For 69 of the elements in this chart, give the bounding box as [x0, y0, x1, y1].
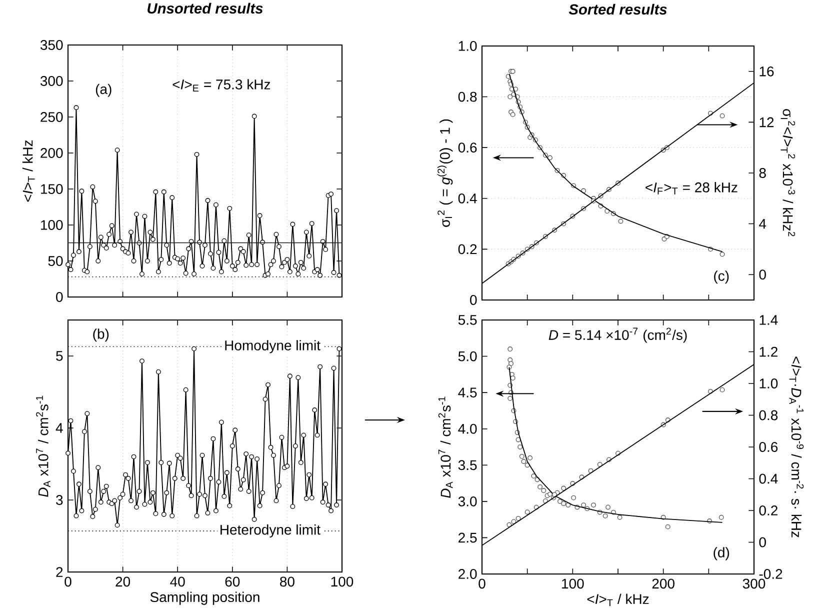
y-tick-label: 5.0 — [458, 351, 477, 362]
y-tick-label: 3.0 — [458, 496, 477, 506]
x-tick-label: 100 — [331, 576, 354, 587]
chart-title: Unsorted results — [148, 2, 263, 14]
text: σ$_{I}$$^{2}$<I>$_{T}$$^{2}$ x10$^{-3}$ / kHz$^{2}$ — [780, 109, 796, 236]
y2-tick-label: 0.2 — [759, 506, 778, 516]
y-tick-label: 2 — [56, 567, 63, 577]
y2-tick-label: 0 — [759, 537, 766, 548]
y-tick-label: 0.8 — [458, 92, 477, 102]
y-tick-label: 0 — [56, 292, 63, 302]
y-tick-label: 3.5 — [458, 460, 477, 470]
x-tick-label: 100 — [562, 578, 584, 589]
y2-tick-label: 16 — [760, 66, 774, 76]
text: <I>$_{T}$·D$_{A}$$^{-1}$ x10$^{-9}$ / cm$^{-2}$· s· kHz — [789, 356, 804, 538]
y2-tick-label: 0.6 — [759, 442, 778, 452]
y2-tick-label: 12 — [760, 117, 774, 128]
y2-tick-label: 8 — [759, 168, 766, 178]
y-tick-label: 3 — [56, 495, 63, 505]
y2-tick-label: 0 — [759, 270, 766, 280]
y-axis-title: D$_{A}$ x10$^{7}$ / cm$^{2}$s$^{-1}$ — [438, 396, 453, 498]
x-tick-label: 0 — [64, 576, 72, 587]
y-tick-label: 0.6 — [458, 142, 477, 153]
y2-tick-label: 4 — [759, 218, 766, 229]
y-tick-label: 0.4 — [458, 193, 477, 204]
y2-tick-label: 1.4 — [760, 315, 778, 325]
ref-line-label: Homodyne limit — [225, 340, 320, 354]
annotation: <I$_{F}$>$_{T}$ = 28 kHz — [646, 182, 738, 194]
y2-tick-label: 0.4 — [759, 474, 778, 484]
x-tick-label: 20 — [116, 576, 130, 587]
x-tick-label: 300 — [742, 578, 766, 589]
annotation: D = 5.14 ×10$^{-7}$ (cm$^{2}$/s) — [548, 328, 687, 343]
x-axis-title: Sampling position — [150, 592, 260, 605]
annotation: (a) — [96, 84, 112, 97]
y-tick-label: 50 — [48, 256, 63, 266]
y-tick-label: 4.0 — [458, 424, 477, 434]
y-tick-label: 0.2 — [458, 244, 477, 254]
y-axis-title: σ$_{I}$$^{2}$ ( = g$^{(2)}$(0) - 1 ) — [437, 119, 453, 227]
annotation: <I>$_{E}$ = 75.3 kHz — [172, 79, 270, 92]
y2-tick-label: 0.8 — [759, 410, 778, 420]
y-tick-label: 2.5 — [458, 532, 477, 543]
annotation: (b) — [93, 328, 109, 342]
x-tick-label: 0 — [478, 578, 486, 589]
annotation: (d) — [714, 547, 730, 560]
y-tick-label: 5 — [56, 351, 63, 361]
y-tick-label: 250 — [40, 112, 63, 122]
y-axis-title: <I>$_{T}$ / kHz — [22, 140, 35, 202]
y-axis-title: D$_{A}$ x10$^{7}$ / cm$^{2}$s$^{-1}$ — [36, 396, 50, 497]
y-tick-label: 0 — [470, 295, 477, 305]
y-tick-label: 100 — [41, 220, 63, 230]
y2-tick-label: 1.0 — [760, 378, 778, 388]
y2-tick-label: -0.2 — [759, 569, 782, 579]
x-tick-label: 200 — [652, 578, 674, 589]
y-tick-label: 300 — [40, 76, 63, 86]
y-tick-label: 1.0 — [458, 41, 477, 51]
annotation: (c) — [714, 270, 729, 284]
y-tick-label: 200 — [40, 148, 63, 158]
y-tick-label: 4.5 — [458, 388, 477, 398]
x-tick-label: 80 — [280, 576, 294, 587]
chart-title: Sorted results — [568, 4, 667, 15]
x-tick-label: 40 — [170, 576, 185, 587]
y-tick-label: 150 — [41, 184, 63, 194]
x-axis-title: <I>$_{T}$ / kHz — [587, 594, 649, 606]
y-tick-label: 4 — [56, 423, 63, 433]
y2-tick-label: 1.2 — [760, 346, 778, 357]
y-tick-label: 350 — [40, 40, 63, 50]
x-tick-label: 60 — [225, 576, 240, 587]
y-tick-label: 5.5 — [458, 315, 477, 325]
y-tick-label: 2.0 — [458, 569, 477, 579]
ref-line-label: Heterodyne limit — [220, 524, 320, 538]
